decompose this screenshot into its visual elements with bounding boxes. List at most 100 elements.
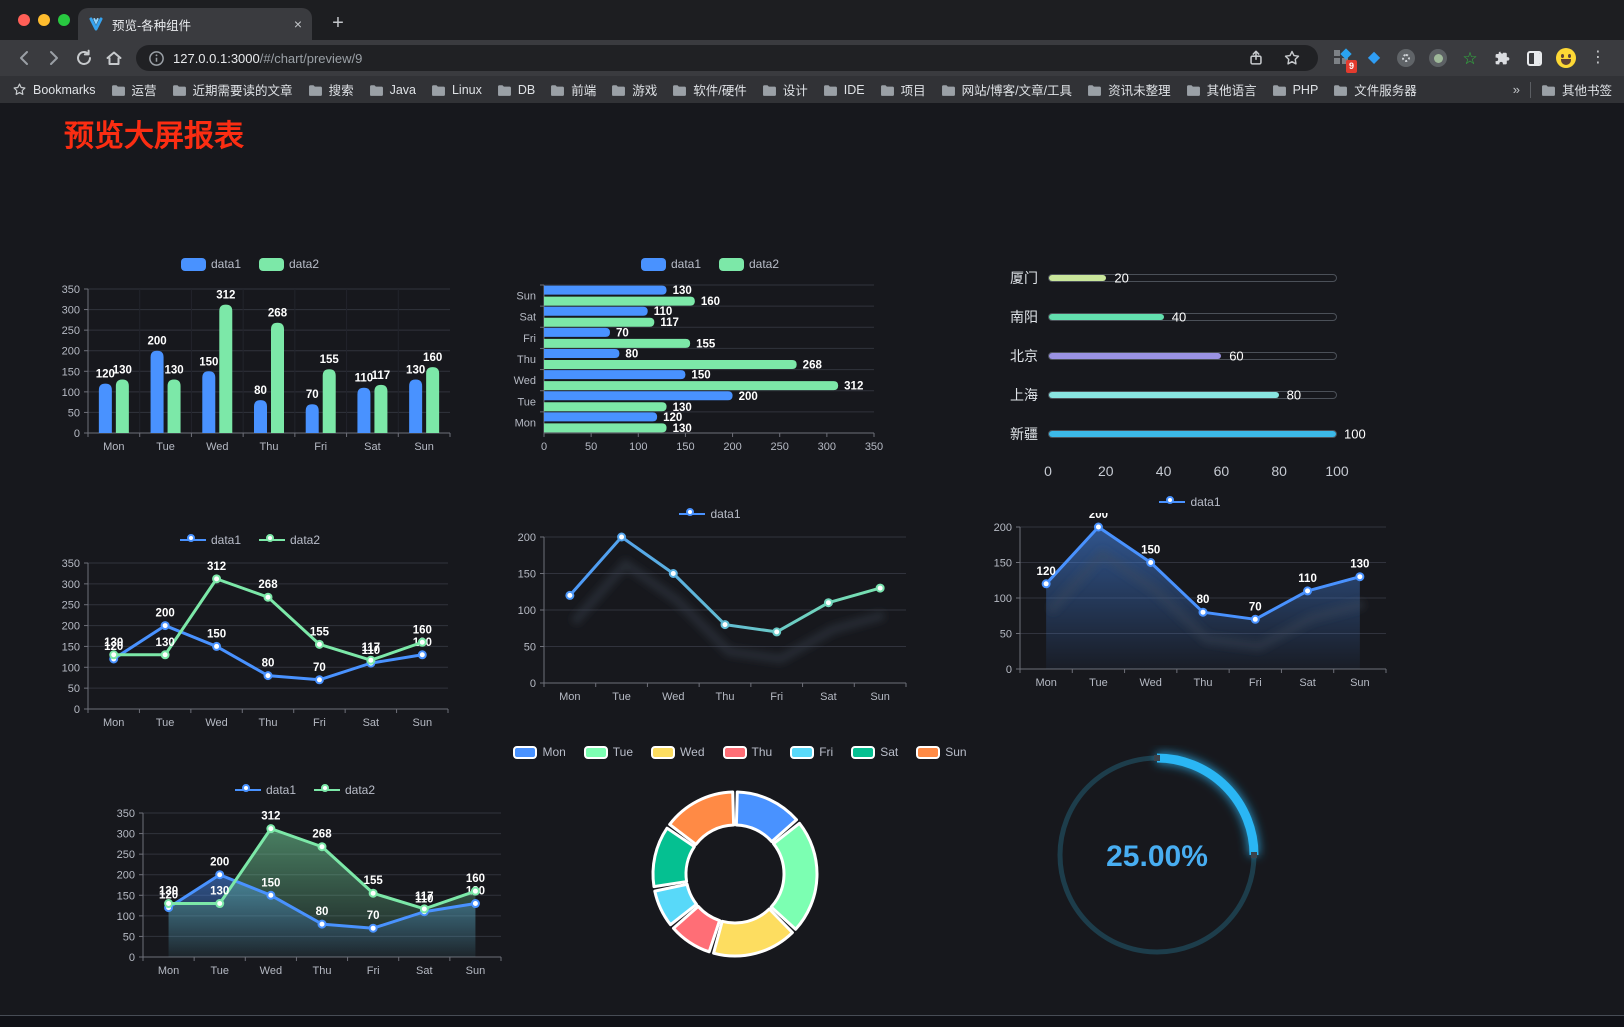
folder-icon <box>497 84 511 96</box>
legend-item-data1[interactable]: data1 <box>180 257 241 271</box>
split-contrast-icon[interactable] <box>1522 46 1546 70</box>
svg-text:Fri: Fri <box>770 691 783 703</box>
svg-text:117: 117 <box>362 642 381 654</box>
legend-item-data1[interactable]: data1 <box>679 507 741 521</box>
kebab-menu-icon[interactable]: ⋮ <box>1590 49 1606 66</box>
legend-item-data1[interactable]: data1 <box>179 533 241 547</box>
url-bar[interactable]: 127.0.0.1:3000/#/chart/preview/9 <box>136 45 1318 71</box>
legend-item-Mon[interactable]: Mon <box>513 745 566 759</box>
svg-text:Fri: Fri <box>314 441 327 453</box>
pie-slice-Fri[interactable] <box>653 882 698 927</box>
legend-item-Wed[interactable]: Wed <box>651 745 705 759</box>
folder-icon <box>1272 84 1286 96</box>
legend-item-data2[interactable]: data2 <box>719 257 779 271</box>
bookmark-folder[interactable]: 运营 <box>111 80 157 99</box>
progress-fill <box>1049 352 1222 359</box>
info-icon[interactable] <box>148 50 165 67</box>
folder-icon <box>308 84 322 96</box>
bookmark-folder[interactable]: 游戏 <box>611 80 657 99</box>
browser-tab[interactable]: 预览-各种组件 × <box>78 8 312 40</box>
svg-text:200: 200 <box>62 621 80 633</box>
legend-item-data2[interactable]: data2 <box>259 533 320 547</box>
progress-label: 北京 <box>1010 347 1038 364</box>
pie-slice-Thu[interactable] <box>671 904 722 954</box>
svg-text:Thu: Thu <box>259 717 278 729</box>
close-window-button[interactable] <box>18 14 30 26</box>
bookmark-folder[interactable]: 网站/博客/文章/工具 <box>941 80 1072 99</box>
record-dot-icon[interactable] <box>1426 46 1450 70</box>
bookmark-folder[interactable]: 资讯未整理 <box>1087 80 1171 99</box>
forward-button[interactable] <box>40 44 68 72</box>
minimize-window-button[interactable] <box>38 14 50 26</box>
url-text[interactable]: 127.0.0.1:3000/#/chart/preview/9 <box>173 51 362 66</box>
profile-emoji-icon[interactable] <box>1554 46 1578 70</box>
bookmark-folder[interactable]: 搜索 <box>308 80 354 99</box>
bookmark-folder[interactable]: Linux <box>431 80 482 99</box>
pie-slice-Sun[interactable] <box>668 790 736 846</box>
legend-item-data1[interactable]: data1 <box>640 257 701 271</box>
progress-track: 80 <box>1048 387 1337 402</box>
legend-item-data1[interactable]: data1 <box>1159 495 1221 509</box>
gem-icon[interactable]: ◆ <box>1367 49 1381 66</box>
bookmark-folder[interactable]: Java <box>369 80 416 99</box>
progress-row: 上海 80 <box>990 375 1390 414</box>
home-button[interactable] <box>100 44 128 72</box>
legend-item-data2[interactable]: data2 <box>259 257 319 271</box>
progress-row: 北京 60 <box>990 336 1390 375</box>
legend-item-data1[interactable]: data1 <box>234 783 296 797</box>
bookmark-folder[interactable]: 前端 <box>550 80 596 99</box>
window-controls <box>18 14 70 26</box>
svg-text:150: 150 <box>994 558 1012 570</box>
bookmark-folder[interactable]: 项目 <box>880 80 926 99</box>
other-bookmarks-folder[interactable]: 其他书签 <box>1541 80 1612 99</box>
bookmark-folder[interactable]: 近期需要读的文章 <box>172 80 293 99</box>
legend-swatch <box>513 745 538 759</box>
svg-text:Sat: Sat <box>364 441 381 453</box>
progress-track: 40 <box>1048 309 1337 324</box>
bookmark-page-button[interactable] <box>1278 44 1306 72</box>
puzzle-icon[interactable] <box>1490 46 1514 70</box>
legend-item-Tue[interactable]: Tue <box>583 745 633 759</box>
legend-item-Fri[interactable]: Fri <box>790 745 833 759</box>
settings-wheel-icon[interactable] <box>1394 46 1418 70</box>
screenshot-grid-icon[interactable]: 9 <box>1330 46 1357 73</box>
pie-slice-Tue[interactable] <box>769 821 819 931</box>
legend-item-Thu[interactable]: Thu <box>722 745 772 759</box>
pie-slice-Sat[interactable] <box>651 826 696 889</box>
progress-track: 20 <box>1048 270 1337 285</box>
legend-swatch <box>259 534 285 542</box>
reload-button[interactable] <box>70 44 98 72</box>
svg-text:200: 200 <box>147 336 166 348</box>
zoom-window-button[interactable] <box>58 14 70 26</box>
bookmark-folder[interactable]: 文件服务器 <box>1333 80 1417 99</box>
svg-text:150: 150 <box>207 628 226 640</box>
tab-close-button[interactable]: × <box>293 16 302 32</box>
bookmarks-manager[interactable]: Bookmarks <box>12 82 96 97</box>
svg-text:150: 150 <box>199 356 218 368</box>
pie-slice-Wed[interactable] <box>712 907 794 958</box>
folder-icon <box>880 84 894 96</box>
legend-item-data2[interactable]: data2 <box>314 783 375 797</box>
svg-text:0: 0 <box>74 704 80 716</box>
back-button[interactable] <box>10 44 38 72</box>
bookmark-folder[interactable]: 软件/硬件 <box>672 80 747 99</box>
bookmark-folder[interactable]: PHP <box>1272 80 1318 99</box>
svg-text:130: 130 <box>113 365 132 377</box>
bookmark-folder[interactable]: IDE <box>823 80 865 99</box>
legend-item-Sat[interactable]: Sat <box>851 745 898 759</box>
new-tab-button[interactable]: + <box>332 11 344 34</box>
legend-swatch <box>180 257 206 271</box>
svg-text:150: 150 <box>62 641 80 653</box>
svg-text:250: 250 <box>771 441 789 453</box>
bookmark-folder[interactable]: 其他语言 <box>1186 80 1257 99</box>
grouped-bar-chart: data1 data2 0 50 100 150 200 250 300 350 Mon Tue Wed… <box>40 253 460 467</box>
share-button[interactable] <box>1242 44 1270 72</box>
user-script-star-icon[interactable]: ☆ <box>1462 48 1478 68</box>
pie-slice-Mon[interactable] <box>734 790 799 844</box>
legend-item-Sun[interactable]: Sun <box>916 745 967 759</box>
bookmarks-overflow-button[interactable]: » <box>1512 82 1520 97</box>
bookmark-folder[interactable]: 设计 <box>762 80 808 99</box>
back-icon <box>20 51 28 65</box>
bookmark-folder[interactable]: DB <box>497 80 535 99</box>
svg-text:100: 100 <box>994 593 1012 605</box>
